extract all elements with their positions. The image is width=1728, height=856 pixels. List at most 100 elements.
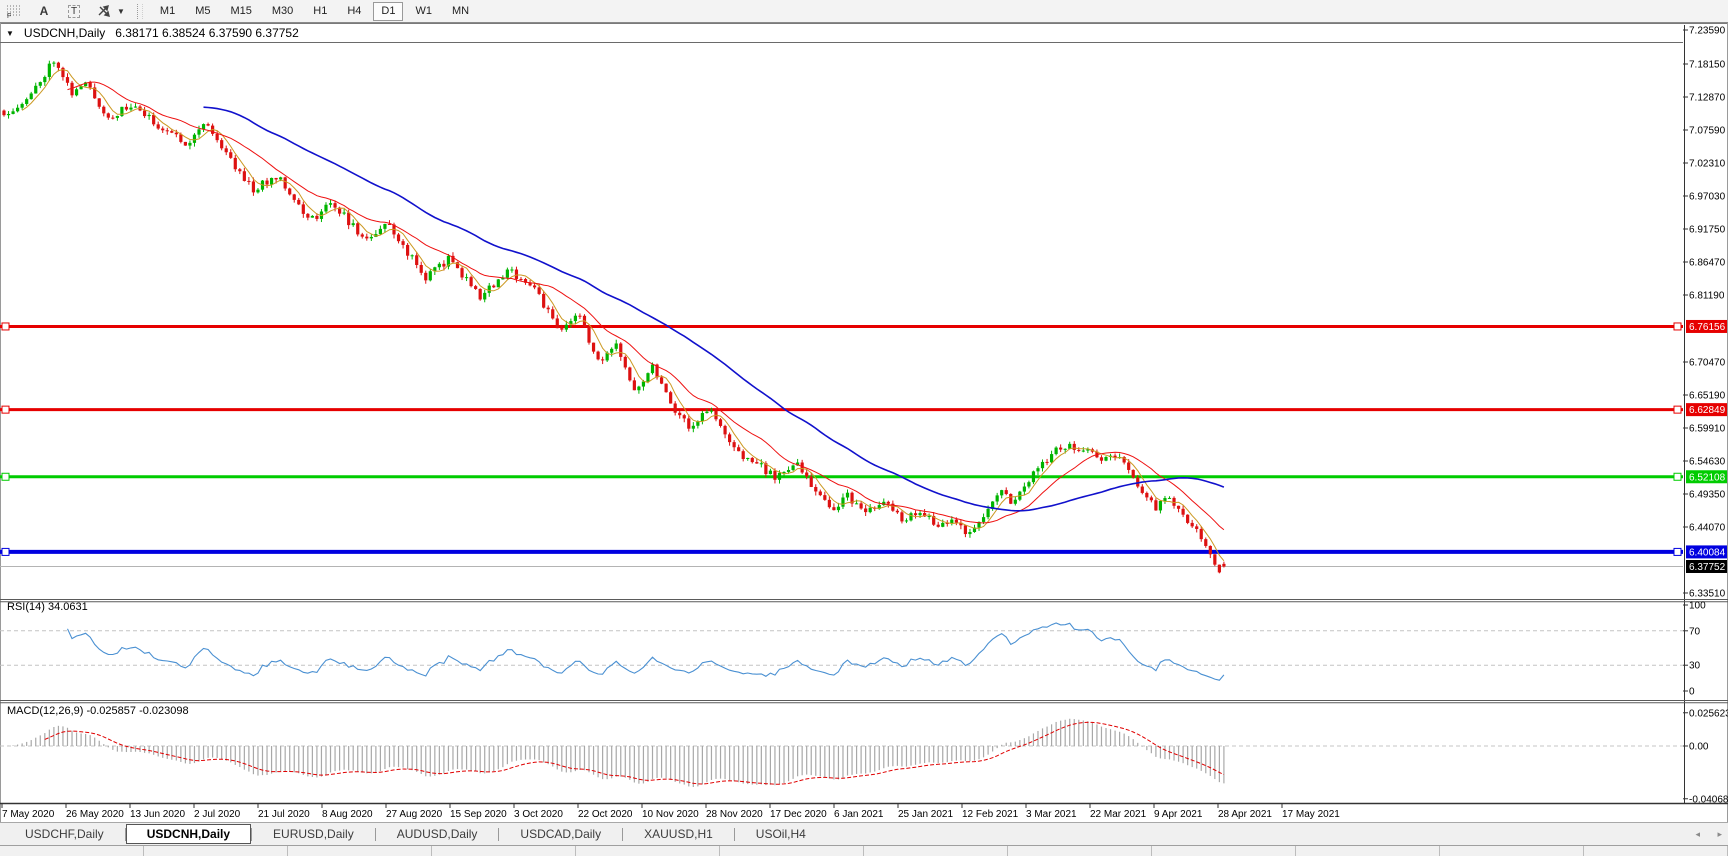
price-tick-6.59910: 6.59910 (1689, 424, 1726, 435)
timeframe-h4-button[interactable]: H4 (347, 4, 362, 17)
text-tool-button[interactable]: T (62, 2, 86, 20)
price-chip-text-6.40084: 6.40084 (1689, 547, 1726, 558)
toolbar-grip[interactable] (136, 3, 143, 19)
date-tick-4: 21 Jul 2020 (258, 809, 310, 820)
fibonacci-glyph: F (7, 13, 11, 18)
macd-histogram (7, 718, 1225, 788)
tab-scroll-right[interactable]: ▸ (1717, 829, 1722, 839)
timeframe-mn-button[interactable]: MN (451, 4, 470, 17)
symbol-dropdown-icon[interactable]: ▼ (6, 28, 14, 38)
timeframe-m30-button[interactable]: M30 (271, 4, 294, 17)
timeframe-w1-button[interactable]: W1 (415, 4, 432, 17)
date-tick-0: 7 May 2020 (2, 809, 55, 820)
date-tick-12: 17 Dec 2020 (770, 809, 827, 820)
price-tick-6.33510: 6.33510 (1689, 589, 1726, 600)
price-tick-7.23590: 7.23590 (1689, 26, 1726, 37)
chart-tab-usoil-h4[interactable]: USOil,H4 (755, 827, 806, 841)
price-chip-6.76156 (1686, 319, 1727, 333)
price-chip-text-6.37752: 6.37752 (1689, 562, 1726, 573)
level-line-6.52108[interactable] (0, 472, 1683, 481)
chart-frame (0, 23, 1728, 845)
rsi-label: RSI(14) 34.0631 (7, 601, 88, 613)
date-tick-3: 2 Jul 2020 (194, 809, 241, 820)
price-tick-6.91750: 6.91750 (1689, 225, 1726, 236)
arrows-dropdown-icon[interactable]: ▼ (117, 6, 125, 16)
text-label-tool-button[interactable]: A (39, 4, 49, 18)
price-chip-text-6.62849: 6.62849 (1689, 405, 1726, 416)
tab-separator (374, 827, 376, 841)
date-tick-11: 28 Nov 2020 (706, 809, 763, 820)
date-tick-6: 27 Aug 2020 (386, 809, 443, 820)
price-chip-6.62849 (1686, 403, 1727, 417)
price-tick-6.54630: 6.54630 (1689, 457, 1726, 468)
timeframe-m15-button[interactable]: M15 (230, 4, 252, 17)
rsi-tick-100: 100 (1689, 601, 1706, 612)
tab-separator (733, 827, 735, 841)
arrows-tool-button[interactable] (92, 2, 116, 20)
price-chip-text-6.76156: 6.76156 (1689, 322, 1726, 333)
price-tick-6.49350: 6.49350 (1689, 490, 1726, 501)
date-tick-8: 3 Oct 2020 (514, 809, 563, 820)
price-tick-6.81190: 6.81190 (1689, 291, 1725, 302)
chart-tab-xauusd-h1[interactable]: XAUUSD,H1 (644, 827, 713, 841)
timeframe-buttons: M1 M5 M15 M30 H1 H4 D1 W1 MN (150, 1, 479, 21)
chart-ohlc-values: 6.38171 6.38524 6.37590 6.37752 (115, 26, 299, 40)
price-axis: 7.23590 7.18150 7.12870 7.07590 7.02310 6.970… (1683, 26, 1727, 600)
level-line-6.40084[interactable] (0, 547, 1683, 556)
chart-tab-eurusd-daily[interactable]: EURUSD,Daily (273, 827, 354, 841)
timeframe-m1-button[interactable]: M1 (159, 4, 176, 17)
chart-tab-audusd-daily[interactable]: AUDUSD,Daily (396, 827, 478, 841)
price-chip-6.52108 (1686, 470, 1727, 484)
chart-tab-usdchf-daily[interactable]: USDCHF,Daily (25, 827, 104, 841)
date-axis: 7 May 2020 26 May 2020 13 Jun 2020 2 Jul 20… (1, 804, 1340, 820)
chart-tab-usdcad-daily[interactable]: USDCAD,Daily (520, 827, 602, 841)
fibonacci-icon: F (7, 5, 21, 18)
price-chip-6.40084 (1686, 545, 1727, 559)
price-tick-7.12870: 7.12870 (1689, 93, 1726, 104)
macd-tick-0.00: 0.00 (1689, 742, 1709, 753)
date-tick-5: 8 Aug 2020 (322, 809, 373, 820)
timeframe-d1-button[interactable]: D1 (373, 1, 404, 21)
date-tick-2: 13 Jun 2020 (130, 809, 185, 820)
fibonacci-tool-button[interactable]: F (2, 2, 26, 20)
chart-title: ▼ USDCNH,Daily 6.38171 6.38524 6.37590 6… (6, 26, 299, 40)
level-line-6.62849[interactable] (0, 405, 1683, 414)
price-tick-6.44070: 6.44070 (1689, 523, 1726, 534)
macd-tick-0.025623: 0.025623 (1689, 708, 1728, 719)
price-chip-text-6.52108: 6.52108 (1689, 472, 1726, 483)
level-line-6.76156[interactable] (0, 322, 1683, 331)
date-tick-15: 12 Feb 2021 (962, 809, 1019, 820)
tab-separator (498, 827, 500, 841)
price-tick-7.07590: 7.07590 (1689, 126, 1726, 137)
text-icon: T (67, 4, 81, 18)
date-tick-20: 17 May 2021 (1282, 809, 1340, 820)
toolbar: F A T ▼ M1 M5 M15 M30 H1 H4 D1 W1 MN (0, 0, 1728, 23)
date-tick-16: 3 Mar 2021 (1026, 809, 1077, 820)
price-tick-7.02310: 7.02310 (1689, 159, 1726, 170)
macd-signal-line (44, 721, 1225, 785)
date-tick-18: 9 Apr 2021 (1154, 809, 1203, 820)
rsi-tick-70: 70 (1689, 626, 1701, 637)
tab-scroll-left[interactable]: ◂ (1695, 829, 1700, 839)
date-tick-9: 22 Oct 2020 (578, 809, 633, 820)
indicator-gridlines (0, 630, 1683, 747)
date-tick-1: 26 May 2020 (66, 809, 124, 820)
date-tick-14: 25 Jan 2021 (898, 809, 953, 820)
date-tick-19: 28 Apr 2021 (1218, 809, 1272, 820)
timeframe-m5-button[interactable]: M5 (195, 4, 211, 17)
date-tick-13: 6 Jan 2021 (834, 809, 884, 820)
date-tick-7: 15 Sep 2020 (450, 809, 507, 820)
arrows-icon (98, 5, 110, 17)
price-chip-6.37752 (1686, 559, 1727, 573)
tab-separator (251, 827, 253, 841)
date-tick-17: 22 Mar 2021 (1090, 809, 1147, 820)
price-tick-6.86470: 6.86470 (1689, 258, 1726, 269)
price-tick-6.97030: 6.97030 (1689, 192, 1726, 203)
chart-tab-usdcnh-daily[interactable]: USDCNH,Daily (125, 824, 252, 844)
status-bar (0, 845, 1728, 856)
timeframe-h1-button[interactable]: H1 (313, 4, 328, 17)
